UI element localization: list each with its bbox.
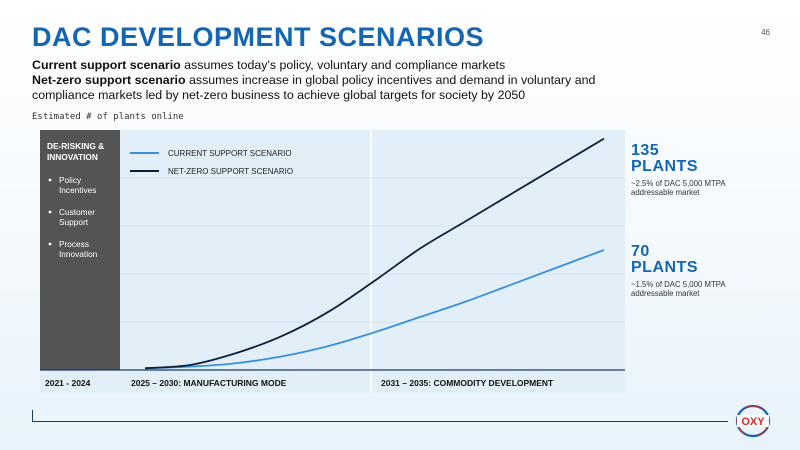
callout-netzero-note-1: ~2.5% of DAC 5,000 MTPA [631, 179, 726, 188]
derisking-item-1-line2: Incentives [59, 185, 96, 195]
phase-label-3: 2031 – 2035: COMMODITY DEVELOPMENT [381, 378, 554, 388]
legend-label-netzero: NET-ZERO SUPPORT SCENARIO [168, 167, 293, 176]
bullet-icon [48, 210, 52, 214]
callout-current-note-1: ~1.5% of DAC 5,000 MTPA [631, 280, 726, 289]
page-number: 46 [761, 28, 770, 37]
page-title: DAC DEVELOPMENT SCENARIOS [32, 22, 485, 52]
footer-divider-tick [32, 410, 33, 422]
netzero-scenario-term: Net-zero support scenario [32, 73, 186, 87]
legend-label-current: CURRENT SUPPORT SCENARIO [168, 149, 292, 158]
chart-svg: DE-RISKING & INNOVATION Policy Incentive… [40, 130, 625, 393]
derisking-item-3-line2: Innovation [59, 249, 98, 259]
chart-label: Estimated # of plants online [32, 112, 184, 122]
series-line-netzero [144, 137, 605, 370]
phase-label-2: 2025 – 2030: MANUFACTURING MODE [131, 378, 287, 388]
callout-current-unit: PLANTS [631, 259, 698, 276]
derisking-heading-1: DE-RISKING & [47, 141, 104, 151]
derisking-item-1-line1: Policy [59, 175, 82, 185]
current-scenario-desc: assumes today's policy, voluntary and co… [180, 58, 506, 72]
footer-divider [32, 421, 728, 422]
derisking-panel [40, 130, 120, 393]
logo-text: OXY [741, 416, 765, 428]
current-scenario-term: Current support scenario [32, 58, 181, 72]
phase-band-1 [40, 370, 120, 393]
callout-netzero-note-2: addressable market [631, 188, 700, 197]
callout-current-note: ~1.5% of DAC 5,000 MTPA addressable mark… [631, 280, 781, 298]
callout-current: 70 PLANTS ~1.5% of DAC 5,000 MTPA addres… [631, 243, 781, 299]
derisking-item-2-line2: Support [59, 217, 89, 227]
bullet-icon [48, 242, 52, 246]
derisking-item-3-line1: Process [59, 239, 89, 249]
series-line-current [144, 249, 605, 370]
bullet-icon [48, 178, 52, 182]
subtitle-line-2: Net-zero support scenario assumes increa… [32, 73, 652, 103]
oxy-logo: OXY [735, 404, 771, 438]
callout-netzero-note: ~2.5% of DAC 5,000 MTPA addressable mark… [631, 179, 781, 197]
callout-netzero: 135 PLANTS ~2.5% of DAC 5,000 MTPA addre… [631, 142, 781, 198]
netzero-scenario-desc: assumes increase in global policy incent… [32, 73, 596, 102]
phase-label-1: 2021 - 2024 [45, 378, 91, 388]
chart: DE-RISKING & INNOVATION Policy Incentive… [40, 130, 625, 393]
callout-netzero-value: 135 [631, 142, 660, 159]
callout-current-note-2: addressable market [631, 289, 700, 298]
derisking-item-2-line1: Customer [59, 207, 95, 217]
plot-area [120, 130, 625, 393]
derisking-heading-2: INNOVATION [47, 152, 98, 162]
callout-current-value: 70 [631, 243, 650, 260]
callout-netzero-unit: PLANTS [631, 158, 698, 175]
subtitle: Current support scenario assumes today's… [32, 58, 652, 103]
subtitle-line-1: Current support scenario assumes today's… [32, 58, 652, 73]
